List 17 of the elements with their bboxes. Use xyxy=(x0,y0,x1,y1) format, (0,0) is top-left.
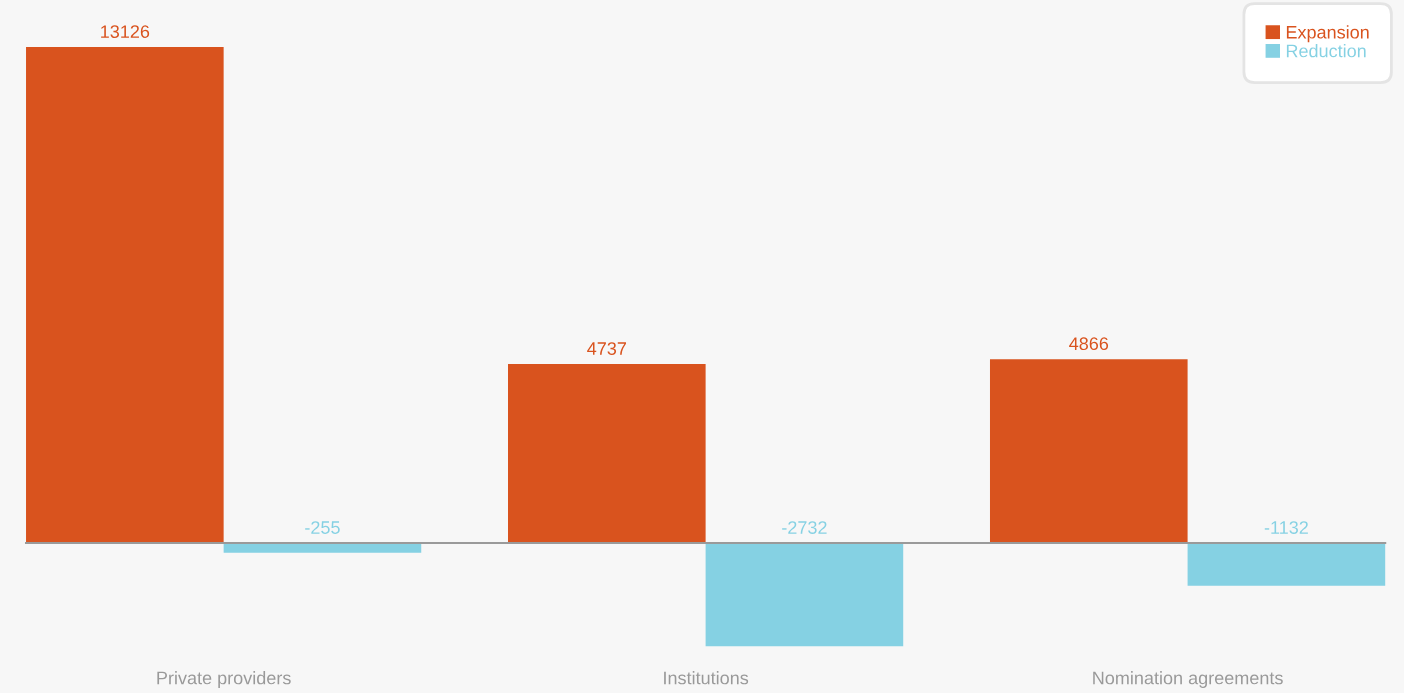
data-label: 13126 xyxy=(101,25,150,38)
x-tick-label: Private providers xyxy=(157,671,291,688)
bar xyxy=(705,543,904,647)
bar xyxy=(508,364,706,544)
x-tick-label: Nomination agreements xyxy=(1093,671,1283,688)
legend-label: Expansion xyxy=(1286,25,1369,43)
bar xyxy=(1187,543,1386,586)
bar xyxy=(26,47,224,544)
data-label: -2732 xyxy=(782,521,827,534)
bar xyxy=(989,359,1188,544)
data-label: -1132 xyxy=(1264,521,1308,534)
data-label: 4866 xyxy=(1069,337,1109,351)
bar xyxy=(223,543,422,553)
data-label: -255 xyxy=(305,521,340,534)
data-label: 4737 xyxy=(587,342,626,355)
legend-label: Reduction xyxy=(1286,44,1366,58)
x-tick-label: Institutions xyxy=(664,671,749,685)
